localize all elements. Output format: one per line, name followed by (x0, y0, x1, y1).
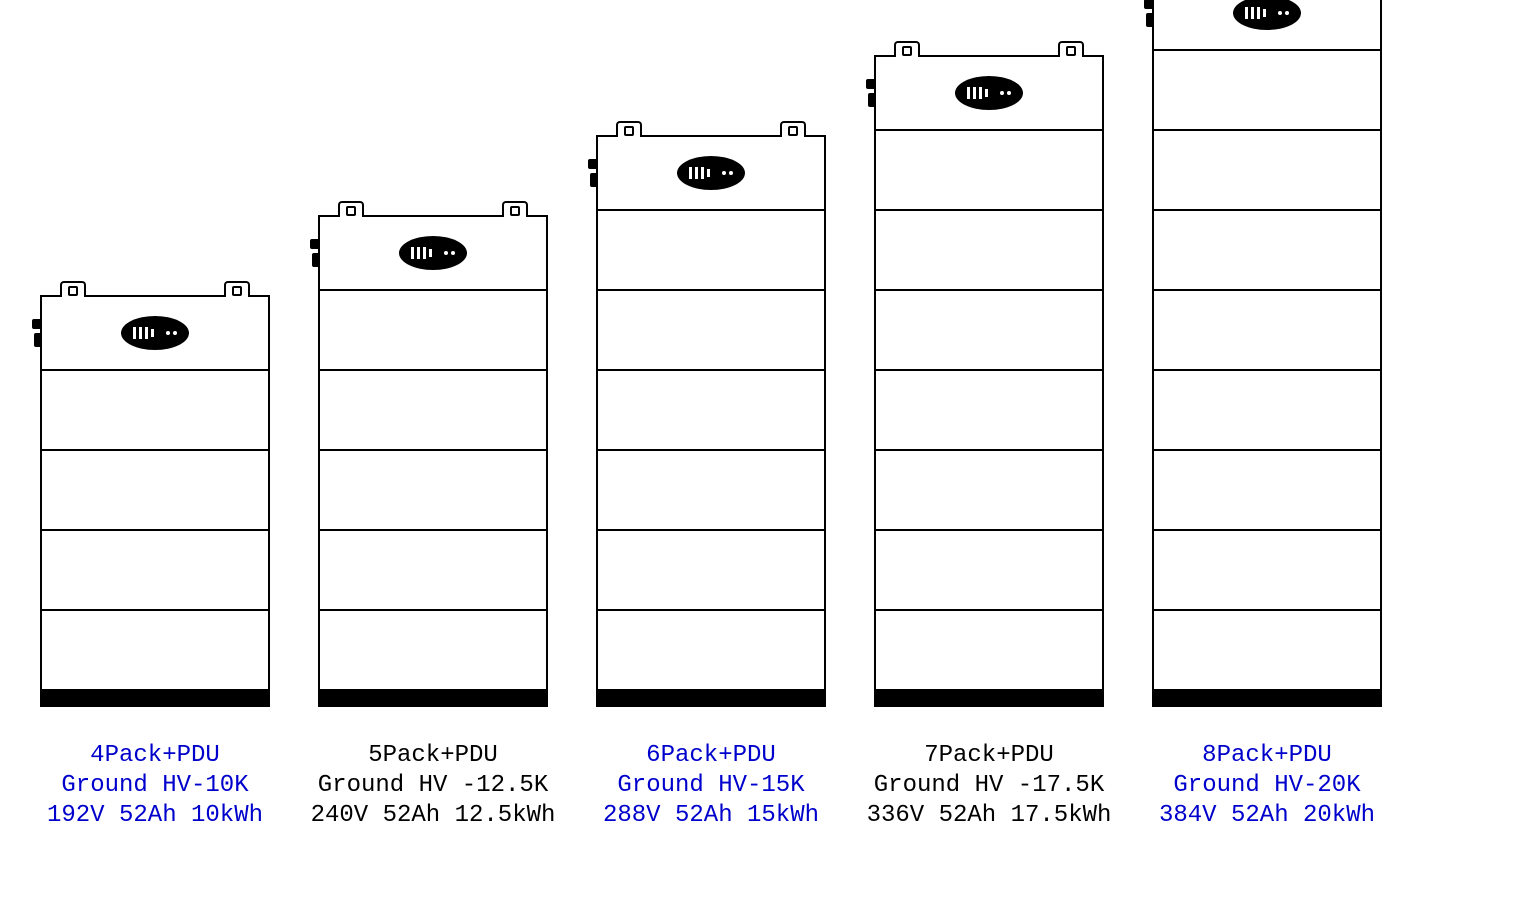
battery-unit-6pack: 6Pack+PDUGround HV-15K288V 52Ah 15kWh (596, 135, 826, 707)
battery-pack (318, 449, 548, 529)
caption-pack-count: 5Pack+PDU (311, 741, 556, 771)
battery-unit-4pack: 4Pack+PDUGround HV-10K192V 52Ah 10kWh (40, 295, 270, 707)
caption-model: Ground HV -12.5K (311, 771, 556, 801)
battery-pack (596, 209, 826, 289)
battery-stack (874, 55, 1104, 707)
battery-pack (318, 609, 548, 689)
battery-pack (318, 289, 548, 369)
battery-pack (1152, 369, 1382, 449)
battery-stack (1152, 0, 1382, 707)
battery-unit-7pack: 7Pack+PDUGround HV -17.5K336V 52Ah 17.5k… (874, 55, 1104, 707)
side-connector-icon (588, 155, 598, 191)
caption-model: Ground HV-15K (603, 771, 819, 801)
battery-pack (40, 449, 270, 529)
battery-pack (874, 209, 1104, 289)
pdu-module (318, 215, 548, 289)
unit-caption: 8Pack+PDUGround HV-20K384V 52Ah 20kWh (1159, 741, 1375, 831)
lifting-eye-icon (894, 41, 920, 57)
base-plinth (40, 689, 270, 707)
battery-pack (1152, 449, 1382, 529)
caption-pack-count: 6Pack+PDU (603, 741, 819, 771)
unit-caption: 5Pack+PDUGround HV -12.5K240V 52Ah 12.5k… (311, 741, 556, 831)
pdu-module (40, 295, 270, 369)
battery-pack (318, 369, 548, 449)
battery-pack (1152, 209, 1382, 289)
caption-pack-count: 4Pack+PDU (47, 741, 263, 771)
unit-caption: 6Pack+PDUGround HV-15K288V 52Ah 15kWh (603, 741, 819, 831)
pdu-display-icon (121, 316, 189, 350)
lifting-eye-icon (1058, 41, 1084, 57)
battery-pack (1152, 609, 1382, 689)
battery-pack (1152, 289, 1382, 369)
pdu-module (596, 135, 826, 209)
pdu-module (1152, 0, 1382, 49)
battery-stack (596, 135, 826, 707)
side-connector-icon (32, 315, 42, 351)
battery-unit-8pack: 8Pack+PDUGround HV-20K384V 52Ah 20kWh (1152, 0, 1382, 707)
battery-pack (1152, 129, 1382, 209)
battery-stack (318, 215, 548, 707)
battery-stack (40, 295, 270, 707)
unit-caption: 4Pack+PDUGround HV-10K192V 52Ah 10kWh (47, 741, 263, 831)
battery-pack (40, 609, 270, 689)
caption-specs: 336V 52Ah 17.5kWh (867, 801, 1112, 831)
lifting-eye-icon (502, 201, 528, 217)
lifting-eye-icon (60, 281, 86, 297)
lifting-eye-icon (338, 201, 364, 217)
caption-specs: 288V 52Ah 15kWh (603, 801, 819, 831)
battery-pack (596, 369, 826, 449)
caption-pack-count: 7Pack+PDU (867, 741, 1112, 771)
caption-model: Ground HV-10K (47, 771, 263, 801)
caption-pack-count: 8Pack+PDU (1159, 741, 1375, 771)
battery-pack (596, 449, 826, 529)
pdu-display-icon (1233, 0, 1301, 30)
battery-pack (40, 369, 270, 449)
caption-specs: 192V 52Ah 10kWh (47, 801, 263, 831)
base-plinth (1152, 689, 1382, 707)
pdu-display-icon (677, 156, 745, 190)
battery-pack (1152, 529, 1382, 609)
battery-pack (318, 529, 548, 609)
battery-pack (596, 529, 826, 609)
battery-pack (874, 289, 1104, 369)
base-plinth (874, 689, 1104, 707)
lifting-eye-icon (780, 121, 806, 137)
caption-model: Ground HV -17.5K (867, 771, 1112, 801)
base-plinth (596, 689, 826, 707)
pdu-display-icon (399, 236, 467, 270)
battery-pack (596, 289, 826, 369)
lifting-eye-icon (616, 121, 642, 137)
battery-pack (874, 529, 1104, 609)
caption-model: Ground HV-20K (1159, 771, 1375, 801)
battery-unit-5pack: 5Pack+PDUGround HV -12.5K240V 52Ah 12.5k… (318, 215, 548, 707)
unit-caption: 7Pack+PDUGround HV -17.5K336V 52Ah 17.5k… (867, 741, 1112, 831)
caption-specs: 240V 52Ah 12.5kWh (311, 801, 556, 831)
pdu-module (874, 55, 1104, 129)
base-plinth (318, 689, 548, 707)
battery-lineup-diagram: 4Pack+PDUGround HV-10K192V 52Ah 10kWh5Pa… (0, 0, 1536, 907)
caption-specs: 384V 52Ah 20kWh (1159, 801, 1375, 831)
battery-pack (874, 369, 1104, 449)
battery-pack (874, 449, 1104, 529)
pdu-display-icon (955, 76, 1023, 110)
battery-pack (40, 529, 270, 609)
side-connector-icon (1144, 0, 1154, 31)
lifting-eye-icon (224, 281, 250, 297)
battery-pack (874, 129, 1104, 209)
battery-pack (1152, 49, 1382, 129)
side-connector-icon (310, 235, 320, 271)
side-connector-icon (866, 75, 876, 111)
battery-pack (596, 609, 826, 689)
battery-pack (874, 609, 1104, 689)
